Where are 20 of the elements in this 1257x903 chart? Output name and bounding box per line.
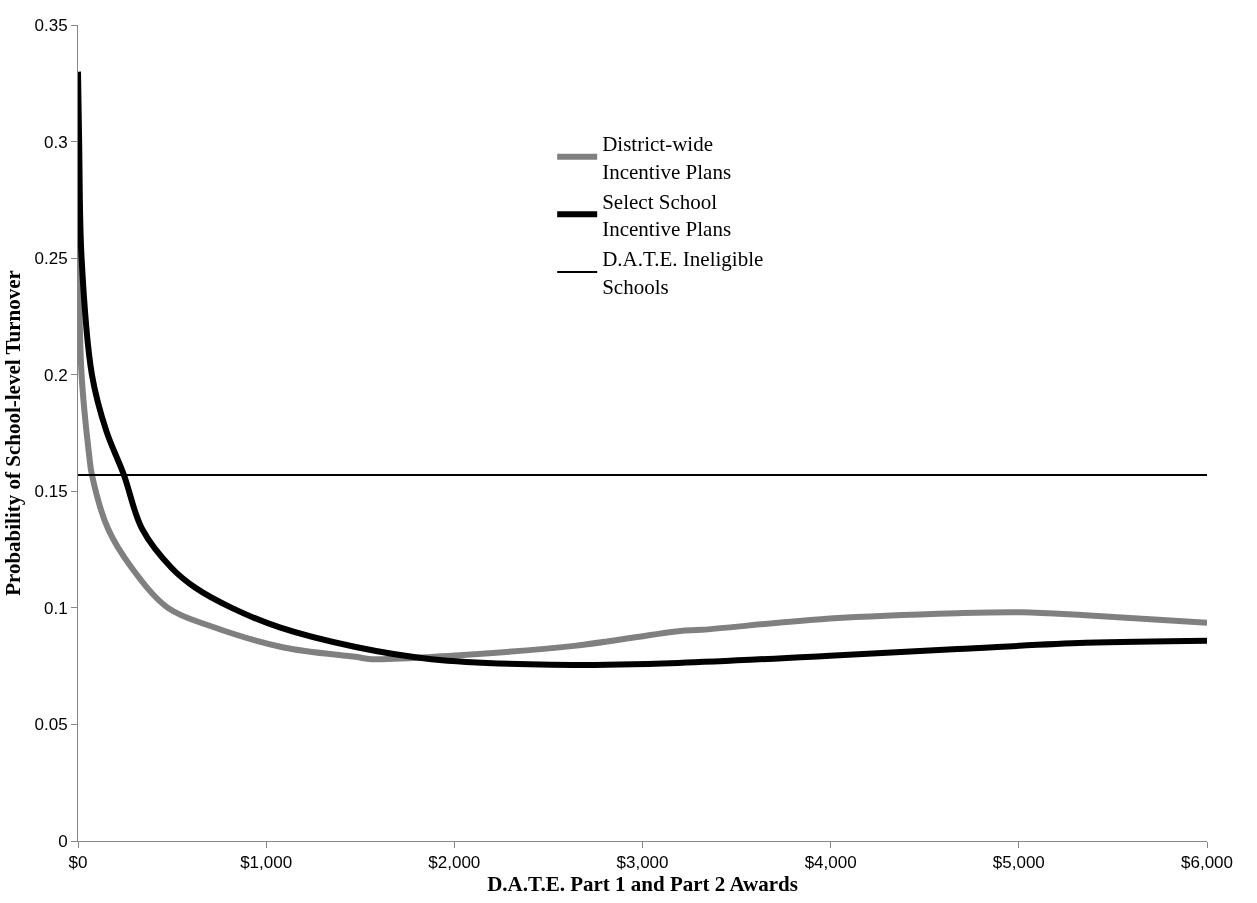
x-tick-label: $1,000 (240, 853, 293, 873)
x-axis-title: D.A.T.E. Part 1 and Part 2 Awards (487, 872, 798, 897)
x-tick-label: $6,000 (1181, 853, 1233, 873)
y-tick-label: 0.2 (43, 365, 68, 385)
y-tick-label: 0.15 (34, 482, 68, 502)
y-tick-label: 0.1 (43, 598, 68, 618)
x-tick-label: $5,000 (992, 853, 1045, 873)
y-tick-label: 0.05 (34, 715, 68, 735)
legend-label: District-wide Incentive Plans (602, 132, 732, 184)
x-tick-label: $0 (68, 853, 88, 873)
legend-label: Select School Incentive Plans (602, 189, 732, 242)
y-tick-label: 0.35 (34, 15, 68, 35)
x-tick-label: $4,000 (804, 853, 857, 873)
y-tick-label: 0.25 (34, 249, 68, 269)
y-tick-label: 0 (58, 831, 68, 851)
x-tick-label: $3,000 (616, 853, 669, 873)
x-tick-label: $2,000 (428, 853, 481, 873)
y-axis-title: Probability of School-level Turnover (0, 270, 25, 596)
legend-label: D.A.T.E. Ineligible Schools (602, 247, 764, 299)
y-tick-label: 0.3 (43, 132, 68, 152)
